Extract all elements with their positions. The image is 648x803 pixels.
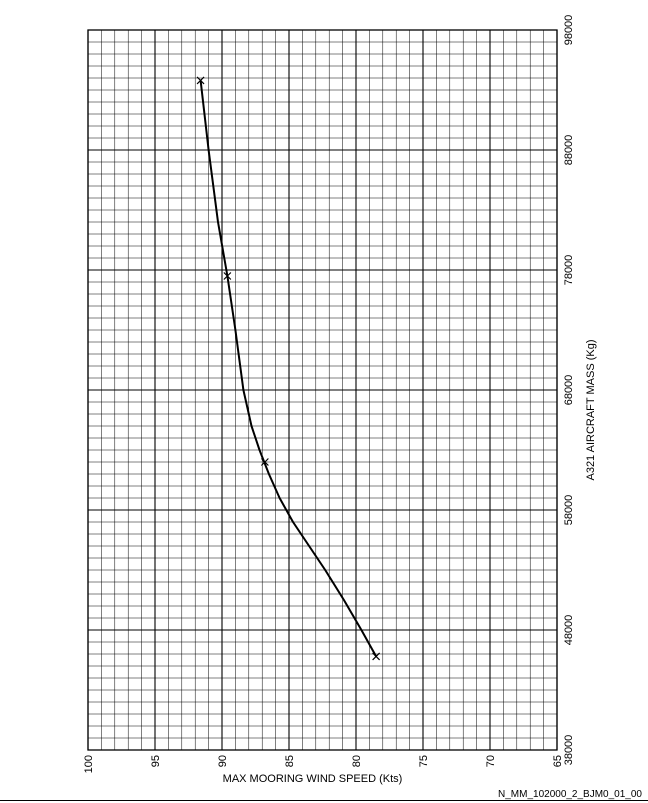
x-axis-label: MAX MOORING WIND SPEED (Kts)	[223, 773, 403, 785]
x-tick-label: 85	[284, 755, 296, 767]
data-point-marker	[196, 76, 205, 85]
figure-reference: N_MM_102000_2_BJM0_01_00	[498, 789, 642, 800]
y-tick-label: 78000	[563, 255, 575, 286]
y-axis-label: A321 AIRCRAFT MASS (Kg)	[585, 339, 597, 480]
y-tick-label: 38000	[563, 735, 575, 766]
data-point-marker	[372, 652, 381, 661]
x-tick-label: 65	[552, 755, 564, 767]
x-tick-label: 90	[217, 755, 229, 767]
y-tick-label: 48000	[563, 615, 575, 646]
bottom-rule	[0, 800, 648, 801]
data-point-marker	[223, 272, 232, 280]
plot-border	[87, 29, 558, 751]
x-tick-label: 75	[418, 755, 430, 767]
data-point-marker	[260, 458, 269, 466]
y-tick-label: 98000	[563, 15, 575, 46]
y-tick-label: 58000	[563, 495, 575, 526]
y-tick-label: 68000	[563, 375, 575, 406]
x-tick-label: 80	[351, 755, 363, 767]
x-tick-label: 95	[150, 755, 162, 767]
y-tick-label: 88000	[563, 135, 575, 166]
x-tick-label: 100	[83, 755, 95, 773]
y-tick-labels: 38000 48000 58000 68000 78000 88000 98000	[563, 15, 575, 766]
series	[196, 76, 381, 661]
x-tick-labels: 100 95 90 85 80 75 70 65	[83, 755, 564, 773]
x-tick-label: 70	[485, 755, 497, 767]
grid-major	[87, 29, 558, 751]
